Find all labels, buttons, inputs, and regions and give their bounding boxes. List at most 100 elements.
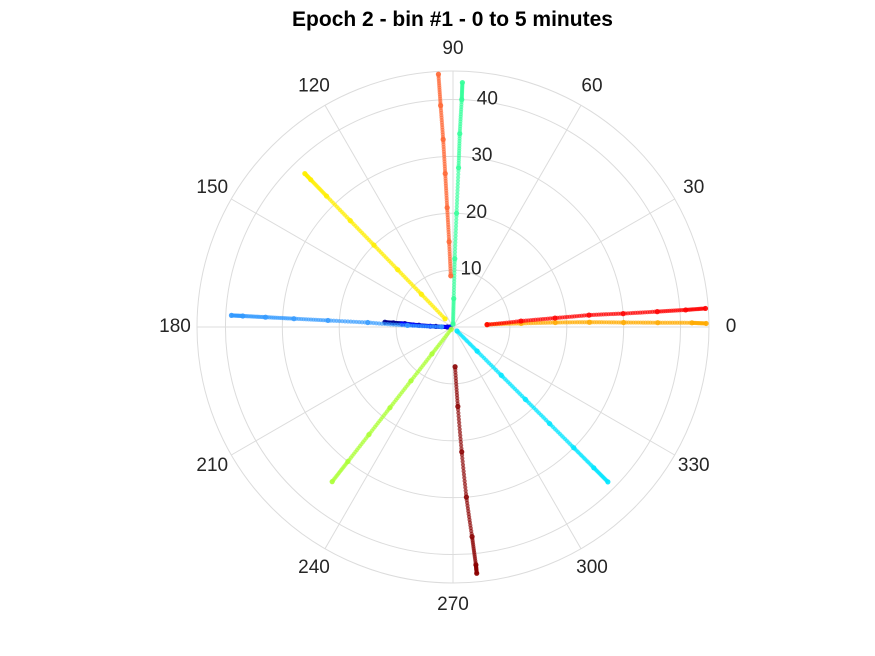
data-point xyxy=(452,256,458,262)
data-point xyxy=(455,185,460,190)
data-point xyxy=(452,250,458,255)
r-tick-label: 40 xyxy=(477,89,498,110)
data-point xyxy=(461,472,467,477)
data-point xyxy=(455,194,460,200)
r-tick-label: 30 xyxy=(471,145,492,166)
data-point xyxy=(453,240,458,245)
data-point xyxy=(453,237,458,242)
data-point xyxy=(456,172,461,177)
data-point xyxy=(463,485,468,490)
theta-tick-label: 0 xyxy=(726,316,737,337)
theta-tick-label: 300 xyxy=(576,557,608,578)
theta-tick-label: 90 xyxy=(442,38,463,59)
data-point xyxy=(453,230,458,235)
data-point xyxy=(463,488,468,493)
data-point xyxy=(453,224,459,229)
series-3 xyxy=(454,328,611,485)
series-10 xyxy=(452,364,480,576)
data-series xyxy=(228,71,709,576)
data-point xyxy=(453,227,458,232)
data-point xyxy=(455,188,460,193)
theta-gridline xyxy=(324,326,454,549)
theta-tick-label: 120 xyxy=(298,75,330,96)
data-point xyxy=(605,479,611,485)
data-point xyxy=(702,305,709,312)
data-point xyxy=(457,420,462,425)
polar-grid xyxy=(196,70,710,584)
theta-tick-label: 240 xyxy=(298,557,330,578)
data-point xyxy=(461,465,466,471)
data-point xyxy=(454,220,459,226)
series-2 xyxy=(228,312,445,330)
theta-tick-label: 60 xyxy=(581,75,602,96)
series-5 xyxy=(329,326,454,485)
data-point xyxy=(457,427,462,432)
data-point xyxy=(461,469,466,474)
data-point xyxy=(460,456,465,461)
data-point xyxy=(453,233,458,239)
data-point xyxy=(459,443,464,448)
data-point xyxy=(455,178,461,183)
data-point xyxy=(453,210,460,216)
data-point xyxy=(454,207,459,213)
data-point xyxy=(455,181,460,187)
data-point xyxy=(456,407,461,412)
data-point xyxy=(452,253,457,258)
theta-tick-label: 150 xyxy=(196,177,228,198)
data-point xyxy=(703,320,709,327)
series-9 xyxy=(484,305,709,328)
data-point xyxy=(458,436,463,441)
data-point xyxy=(462,475,467,480)
theta-tick-label: 30 xyxy=(683,177,704,198)
series-6 xyxy=(302,170,448,322)
data-point xyxy=(454,204,459,209)
data-point xyxy=(460,462,466,467)
data-point xyxy=(453,246,458,252)
data-point xyxy=(456,175,461,180)
data-point xyxy=(462,478,467,484)
series-7 xyxy=(484,319,709,328)
data-point xyxy=(455,191,460,196)
theta-tick-label: 210 xyxy=(196,455,228,476)
data-point xyxy=(459,449,465,455)
radial-tick-labels: 10 20 30 40 xyxy=(460,89,497,280)
theta-gridline xyxy=(452,326,582,549)
theta-gridline xyxy=(452,326,675,456)
data-point xyxy=(459,452,465,458)
theta-gridline xyxy=(231,326,454,456)
theta-gridline xyxy=(452,105,582,328)
data-point xyxy=(459,79,465,86)
data-point xyxy=(455,403,461,410)
data-point xyxy=(453,243,458,248)
data-point xyxy=(302,170,308,177)
theta-gridline xyxy=(324,105,454,328)
theta-tick-label: 270 xyxy=(437,594,469,615)
r-tick-label: 10 xyxy=(460,258,481,279)
data-point xyxy=(462,482,468,487)
series-8 xyxy=(435,71,454,279)
data-point xyxy=(458,433,463,438)
theta-tick-labels: 0 30 60 90 120 150 180 210 240 270 300 330 xyxy=(159,38,736,615)
data-point xyxy=(460,459,465,464)
data-point xyxy=(454,201,460,206)
data-point xyxy=(456,417,461,422)
theta-gridline xyxy=(452,198,675,328)
series-4 xyxy=(450,79,465,327)
theta-tick-label: 330 xyxy=(678,455,710,476)
theta-gridline xyxy=(231,198,454,328)
data-point xyxy=(458,440,463,445)
data-point xyxy=(329,479,335,485)
data-point xyxy=(435,71,442,77)
data-point xyxy=(457,423,462,429)
r-tick-label: 20 xyxy=(466,202,487,223)
data-point xyxy=(455,198,460,203)
data-point xyxy=(456,414,461,419)
data-point xyxy=(474,570,480,576)
data-point xyxy=(228,312,235,318)
chart-title: Epoch 2 - bin #1 - 0 to 5 minutes xyxy=(292,8,613,31)
data-point xyxy=(457,430,463,435)
data-point xyxy=(454,217,459,222)
theta-tick-label: 180 xyxy=(159,316,191,337)
data-point xyxy=(456,410,461,416)
